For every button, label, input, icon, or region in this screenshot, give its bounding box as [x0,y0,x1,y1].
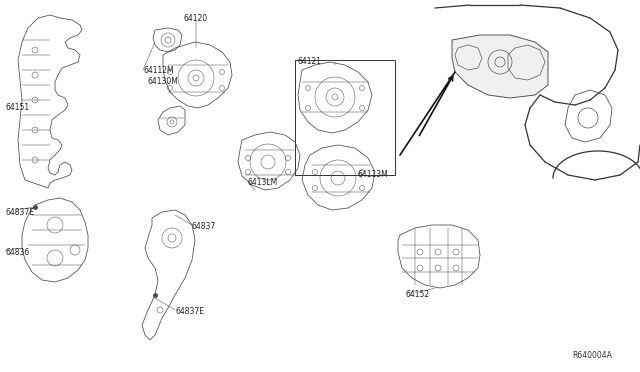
Text: 64837: 64837 [192,222,216,231]
Text: 64151: 64151 [5,103,29,112]
Text: 64836: 64836 [5,248,29,257]
Polygon shape [452,35,548,98]
Text: 64121: 64121 [298,57,322,66]
Text: 64113M: 64113M [358,170,388,179]
Text: 6413LM: 6413LM [248,178,278,187]
Text: 64130M: 64130M [148,77,179,86]
Text: 64837E: 64837E [5,208,34,217]
Text: 64120: 64120 [184,14,208,23]
Text: 64112M: 64112M [143,66,173,75]
Text: 64152: 64152 [405,290,429,299]
Text: R640004A: R640004A [572,351,612,360]
Text: 64837E: 64837E [175,307,204,316]
